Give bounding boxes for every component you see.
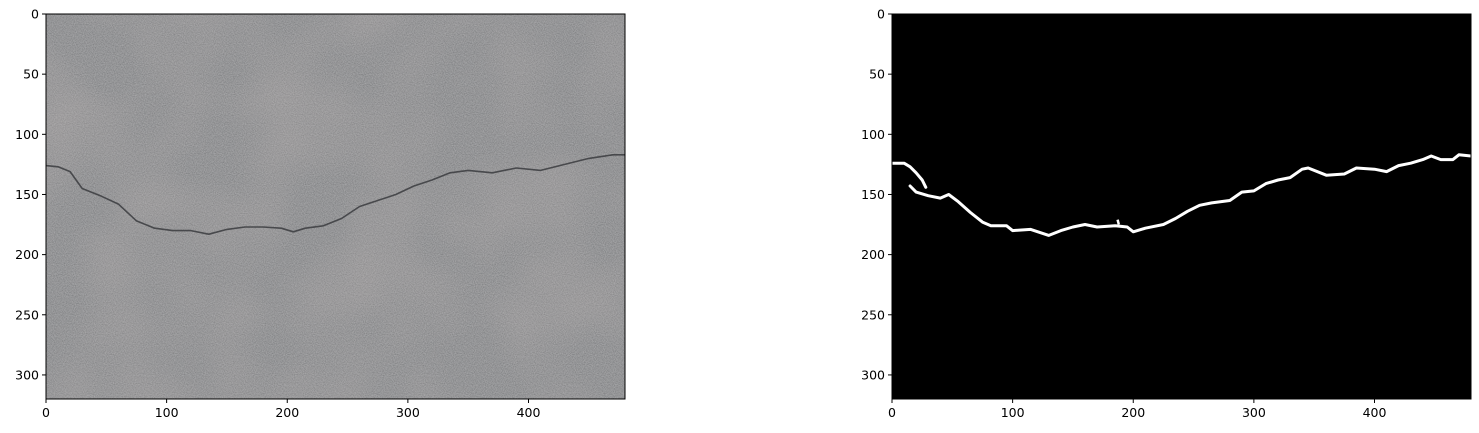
photo-y-axis: 0 50 100 150 200 250 300 <box>15 7 46 382</box>
mask-x-tick-label-3: 300 <box>1242 405 1266 420</box>
photo-panel: 0 100 200 300 400 0 50 100 150 200 250 300 <box>15 7 626 420</box>
mask-crack-segment-main <box>908 153 1471 237</box>
photo-axes-frame <box>45 13 626 400</box>
mask-x-tick-label-0: 0 <box>888 405 896 420</box>
photo-y-tick-label-2: 100 <box>15 127 39 142</box>
mask-y-tick-label-4: 200 <box>861 247 885 262</box>
mask-crack-segment-left <box>892 161 928 189</box>
photo-x-tick-label-1: 100 <box>155 405 179 420</box>
photo-y-tick-label-3: 150 <box>15 187 39 202</box>
photo-y-tick-label-1: 50 <box>23 67 39 82</box>
mask-y-tick-label-0: 0 <box>877 7 885 22</box>
mask-y-tick-label-6: 300 <box>861 367 885 382</box>
photo-x-axis: 0 100 200 300 400 <box>42 399 540 420</box>
mask-y-axis: 0 50 100 150 200 250 300 <box>861 7 892 382</box>
mask-x-tick-label-1: 100 <box>1001 405 1025 420</box>
mask-x-tick-label-2: 200 <box>1121 405 1145 420</box>
mask-y-tick-label-3: 150 <box>861 187 885 202</box>
mask-y-tick-label-1: 50 <box>869 67 885 82</box>
mask-crack-spur <box>1116 219 1121 225</box>
photo-y-tick-label-0: 0 <box>31 7 39 22</box>
photo-x-tick-label-2: 200 <box>275 405 299 420</box>
photo-x-tick-label-4: 400 <box>517 405 541 420</box>
photo-crack-line <box>46 154 625 235</box>
mask-y-tick-label-5: 250 <box>861 307 885 322</box>
mask-y-tick-label-2: 100 <box>861 127 885 142</box>
photo-y-tick-label-5: 250 <box>15 307 39 322</box>
mask-axes-frame <box>891 13 1472 400</box>
photo-x-tick-label-0: 0 <box>42 405 50 420</box>
mask-x-axis: 0 100 200 300 400 <box>888 399 1386 420</box>
photo-y-tick-label-4: 200 <box>15 247 39 262</box>
mask-x-tick-label-4: 400 <box>1363 405 1387 420</box>
photo-x-tick-label-3: 300 <box>396 405 420 420</box>
mask-background <box>892 14 1471 399</box>
asphalt-surface <box>46 14 625 399</box>
mask-panel: 0 100 200 300 400 0 50 100 150 200 250 300 <box>861 7 1472 420</box>
photo-y-tick-label-6: 300 <box>15 367 39 382</box>
